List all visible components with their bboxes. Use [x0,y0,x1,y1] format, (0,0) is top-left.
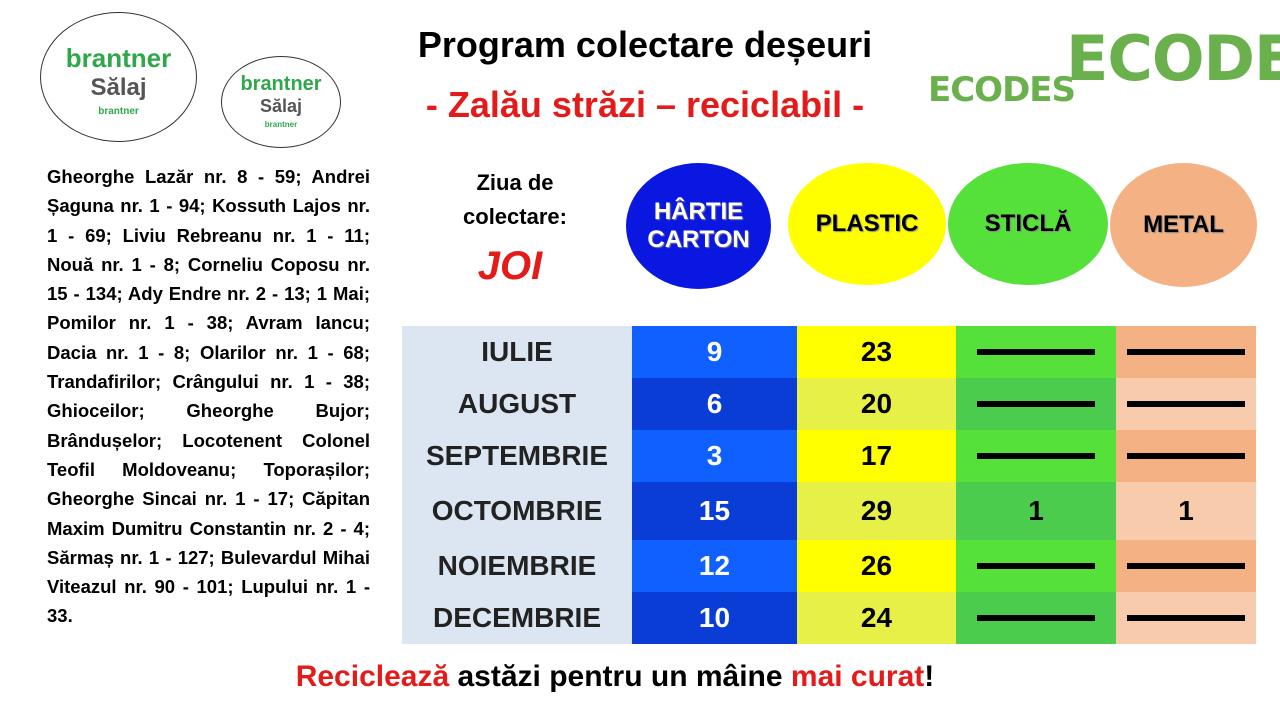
day-value: JOI [477,244,543,288]
table-cell [956,326,1116,378]
dash [1127,401,1245,407]
table-cell: 23 [797,326,956,378]
table-cell: DECEMBRIE [402,592,632,644]
dash [1127,453,1245,459]
table-cell: 24 [797,592,956,644]
table-row: AUGUST 6 20 [402,378,1256,430]
table-cell [956,378,1116,430]
logo-ecodes: ECODES [1066,22,1280,95]
table-cell [1116,540,1256,592]
table-cell: 1 [956,482,1116,540]
logo-ecodes-small: ECODES [928,70,1076,110]
logo-text: brantner [240,73,322,95]
logo-brantner: brantner Sălaj brantner [40,12,197,142]
table-cell: 6 [632,378,797,430]
table-row: IULIE 9 23 [402,326,1256,378]
category-circle: METAL [1110,163,1257,287]
streets: Gheorghe Lazăr nr. 8 - 59; Andrei Șaguna… [47,166,370,627]
table-cell: 29 [797,482,956,540]
table-cell [1116,326,1256,378]
dash [1127,563,1245,569]
logo-small: brantner [98,106,139,117]
footer: Reciclează astăzi pentru un mâine mai cu… [0,660,1230,694]
subtitle: - Zalău străzi – reciclabil - [425,84,865,125]
dash [977,453,1095,459]
table-cell: 15 [632,482,797,540]
table-cell: 1 [1116,482,1256,540]
table-row: NOIEMBRIE 12 26 [402,540,1256,592]
table-cell: 26 [797,540,956,592]
table-cell: 9 [632,326,797,378]
table-cell: OCTOMBRIE [402,482,632,540]
table-cell: 20 [797,378,956,430]
table-cell [956,540,1116,592]
logo-small: brantner [264,120,298,129]
logo-brantner-small: brantner Sălaj brantner [221,56,341,148]
table-cell: 17 [797,430,956,482]
category-circle: PLASTIC [788,163,946,285]
footer-text: ! [924,660,935,693]
table-cell: 3 [632,430,797,482]
table-row: DECEMBRIE 10 24 [402,592,1256,644]
table-cell: 10 [632,592,797,644]
table-cell [1116,592,1256,644]
table-cell [1116,378,1256,430]
table-cell: IULIE [402,326,632,378]
dash [977,615,1095,621]
logo-city: Sălaj [259,96,303,116]
category-circle: HÂRTIE CARTON [626,163,771,289]
table-row: OCTOMBRIE 15 29 1 1 [402,482,1256,540]
table-cell [956,430,1116,482]
dash [977,401,1095,407]
schedule-table: IULIE 9 23 AUGUST 6 20 SEPTEMBRIE 3 17 OCTOMBRIE 1… [402,326,1256,644]
day-label: Ziua de colectare: [463,170,567,229]
dash [977,349,1095,355]
table-cell [1116,430,1256,482]
category-circle: STICLĂ [948,163,1108,285]
table-cell: AUGUST [402,378,632,430]
table-row: SEPTEMBRIE 3 17 [402,430,1256,482]
logo-city: Sălaj [90,74,147,101]
table-cell: 12 [632,540,797,592]
footer-text: mai curat [790,660,925,693]
dash [1127,615,1245,621]
footer-text: astăzi pentru un mâine [449,660,791,693]
dash [1127,349,1245,355]
title: Program colectare deșeuri [417,24,873,65]
table-cell: SEPTEMBRIE [402,430,632,482]
table-cell: NOIEMBRIE [402,540,632,592]
dash [977,563,1095,569]
logo-text: brantner [65,43,172,73]
footer-text: Reciclează [295,660,450,693]
table-cell [956,592,1116,644]
